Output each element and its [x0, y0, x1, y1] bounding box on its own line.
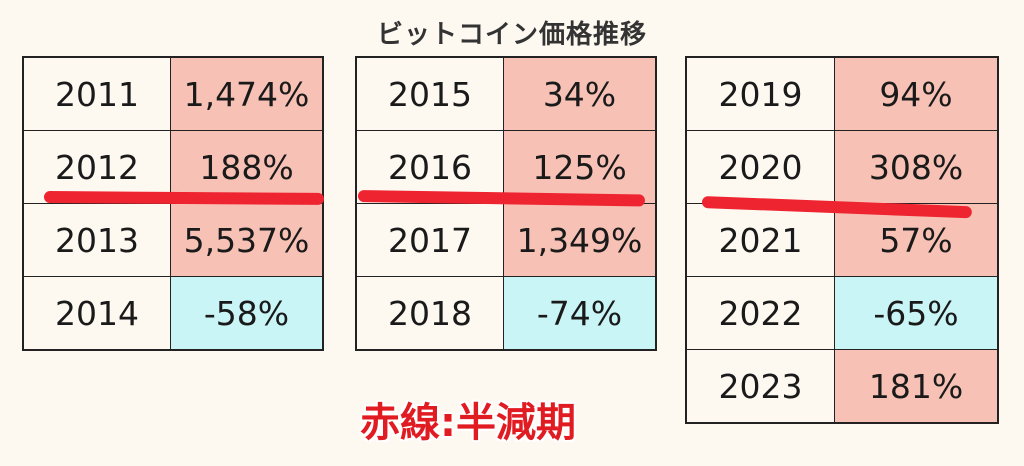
change-cell: -74%: [503, 276, 657, 351]
change-cell: 94%: [834, 56, 999, 131]
change-cell: 308%: [834, 130, 999, 204]
year-cell: 2022: [685, 276, 835, 350]
table-row: 2020 308%: [685, 130, 999, 204]
year-cell: 2019: [685, 56, 835, 131]
page-title: ビットコイン価格推移: [376, 20, 647, 50]
change-cell: 181%: [834, 349, 999, 424]
halving-line: [43, 191, 325, 205]
change-cell: -58%: [170, 276, 324, 351]
table-row: 2018 -74%: [355, 276, 657, 351]
table-row: 2013 5,537%: [22, 203, 324, 277]
table-row: 2021 57%: [685, 203, 999, 277]
legend-label: 赤線:半減期: [360, 400, 576, 446]
year-cell: 2017: [355, 203, 504, 277]
table-row: 2022 -65%: [685, 276, 999, 350]
table-row: 2011 1,474%: [22, 56, 324, 131]
change-cell: 188%: [170, 130, 324, 204]
change-cell: 1,474%: [170, 56, 324, 131]
table-row: 2023 181%: [685, 349, 999, 424]
table-row: 2019 94%: [685, 56, 999, 131]
table-2015-2018: 2015 34% 2016 125% 2017 1,349% 2018 -74%: [355, 56, 657, 351]
year-cell: 2018: [355, 276, 504, 351]
table-row: 2017 1,349%: [355, 203, 657, 277]
change-cell: -65%: [834, 276, 999, 350]
change-cell: 125%: [503, 130, 657, 204]
change-cell: 1,349%: [503, 203, 657, 277]
year-cell: 2015: [355, 56, 504, 131]
year-cell: 2013: [22, 203, 171, 277]
year-cell: 2023: [685, 349, 835, 424]
year-cell: 2021: [685, 203, 835, 277]
year-cell: 2011: [22, 56, 171, 131]
table-row: 2014 -58%: [22, 276, 324, 351]
change-cell: 34%: [503, 56, 657, 131]
year-cell: 2020: [685, 130, 835, 204]
change-cell: 5,537%: [170, 203, 324, 277]
table-2019-2023: 2019 94% 2020 308% 2021 57% 2022 -65% 20…: [685, 56, 999, 424]
table-row: 2015 34%: [355, 56, 657, 131]
year-cell: 2014: [22, 276, 171, 351]
